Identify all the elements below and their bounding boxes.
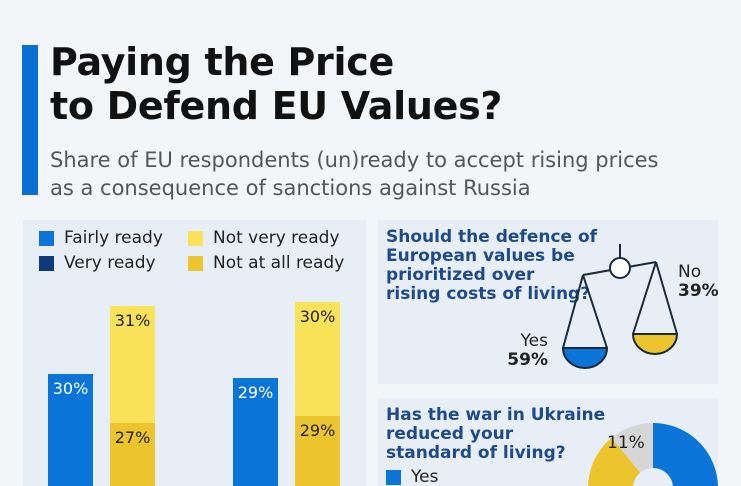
legend-not-very-ready: Not very ready: [188, 228, 340, 248]
bar-chart-panel: Fairly ready Very ready Not very ready N…: [23, 220, 366, 486]
question-line: prioritized over: [386, 265, 535, 285]
legend-swatch: [188, 230, 203, 246]
legend-yes: Yes: [386, 467, 439, 486]
donut-panel: Has the war in Ukraine reduced your stan…: [378, 398, 718, 486]
pivot: [609, 257, 631, 279]
donut-slice: [611, 423, 653, 473]
subtitle-line: Share of EU respondents (un)ready to acc…: [50, 148, 659, 172]
bar-segment-not-very-ready: 31%: [110, 305, 155, 424]
title-line: Paying the Price: [50, 40, 394, 84]
bar-value-label: 30%: [299, 306, 336, 326]
legend-swatch: [188, 255, 203, 271]
balance-panel: Should the defence of European values be…: [378, 220, 718, 384]
legend-very-ready: Very ready: [39, 253, 156, 273]
legend-swatch: [39, 230, 54, 246]
no-label: No 39%: [678, 263, 718, 301]
gray-slice-label: 11%: [607, 433, 645, 453]
balance-scale-icon: [561, 244, 679, 369]
bar-segment-not-at-all-ready: 29%: [295, 415, 340, 486]
no-text: No: [678, 262, 702, 282]
yes-label: Yes 59%: [506, 332, 548, 370]
legend-label: Very ready: [64, 253, 156, 273]
question-line: Should the defence of: [386, 227, 598, 247]
yes-pan: [561, 347, 609, 369]
legend-not-at-all-ready: Not at all ready: [188, 253, 344, 273]
title-line: to Defend EU Values?: [50, 84, 503, 128]
donut-chart: [588, 423, 718, 486]
bar-segment-fairly-ready: 30%: [48, 374, 93, 486]
no-pan: [631, 333, 679, 355]
donut-slice: [588, 437, 641, 486]
subtitle-line: as a consequence of sanctions against Ru…: [50, 176, 531, 200]
question-1: Should the defence of European values be…: [386, 228, 597, 304]
bar-segment-fairly-ready: 29%: [233, 377, 278, 486]
question-line: rising costs of living?: [386, 284, 591, 304]
question-2: Has the war in Ukraine reduced your stan…: [386, 406, 605, 463]
page-title: Paying the Price to Defend EU Values?: [50, 40, 502, 128]
title-accent-bar: [22, 45, 38, 195]
bar-value-label: 31%: [114, 310, 151, 330]
legend-fairly-ready: Fairly ready: [39, 228, 163, 248]
legend-label: Yes: [411, 467, 439, 486]
legend-label: Fairly ready: [64, 228, 163, 248]
bar-value-label: 27%: [114, 428, 151, 448]
bar-value-label: 29%: [237, 382, 274, 402]
donut-slice: [608, 423, 718, 486]
no-pct: 39%: [678, 281, 718, 301]
bar-value-label: 29%: [299, 420, 336, 440]
bar-segment-not-very-ready: 30%: [295, 301, 340, 416]
question-line: European values be: [386, 246, 575, 266]
question-line: reduced your: [386, 424, 514, 444]
yes-pct: 59%: [507, 350, 548, 370]
yes-text: Yes: [520, 331, 548, 351]
bar-value-label: 30%: [52, 379, 89, 398]
bar-segment-not-at-all-ready: 27%: [110, 423, 155, 486]
legend-label: Not at all ready: [213, 253, 345, 273]
subtitle: Share of EU respondents (un)ready to acc…: [50, 146, 658, 202]
question-line: standard of living?: [386, 443, 566, 463]
legend-swatch: [386, 470, 401, 485]
legend-label: Not very ready: [213, 228, 340, 248]
legend-swatch: [39, 255, 54, 271]
question-line: Has the war in Ukraine: [386, 405, 606, 425]
